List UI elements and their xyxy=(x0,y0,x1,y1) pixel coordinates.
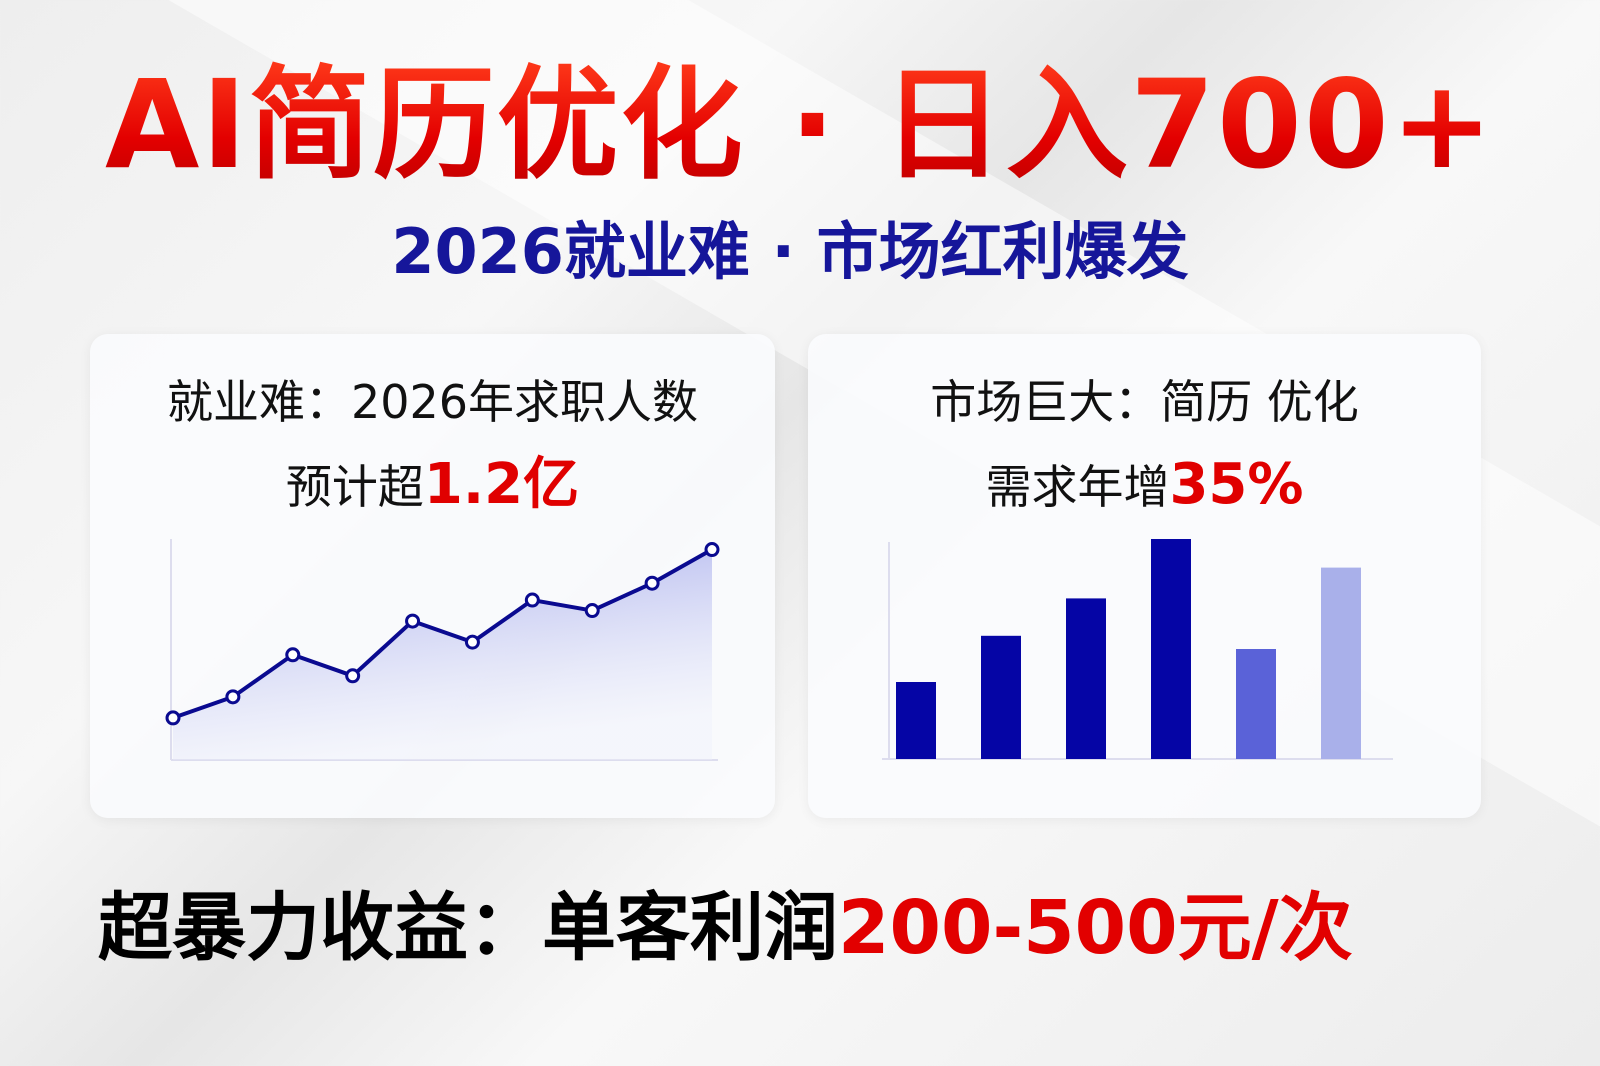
profit-value: 200-500元/次 xyxy=(838,885,1353,971)
data-point xyxy=(285,647,301,663)
data-point xyxy=(524,592,540,608)
profit-label: 超暴力收益：单客利润 xyxy=(98,885,838,971)
area-fill xyxy=(173,549,712,760)
market-demand-card: 市场巨大：简历 优化 需求年增35% xyxy=(808,334,1481,818)
card-line-1: 市场巨大：简历 优化 xyxy=(930,375,1359,429)
data-point xyxy=(225,689,241,705)
card-line-2-prefix: 需求年增 xyxy=(985,459,1170,514)
data-point xyxy=(704,542,720,558)
bar xyxy=(1066,598,1106,759)
bar xyxy=(896,682,936,759)
profit-banner: 超暴力收益：单客利润200-500元/次 xyxy=(98,868,1353,975)
card-line-2: 预计超1.2亿 xyxy=(90,440,775,530)
bar xyxy=(1151,539,1191,759)
highlight-value: 1.2亿 xyxy=(423,451,580,517)
page-title: AI简历优化 · 日入700+ xyxy=(0,58,1600,192)
page-subtitle: 2026就业难 · 市场红利爆发 xyxy=(391,215,1189,288)
data-point xyxy=(165,710,181,726)
highlight-value: 35% xyxy=(1169,451,1304,517)
data-point xyxy=(405,613,421,629)
job-market-card: 就业难：2026年求职人数 预计超1.2亿 xyxy=(90,334,775,818)
card-line-1: 就业难：2026年求职人数 xyxy=(166,375,699,429)
series-line xyxy=(172,547,713,720)
bar xyxy=(1321,567,1361,759)
data-point xyxy=(345,668,361,684)
data-point xyxy=(584,603,600,619)
bar xyxy=(981,635,1021,759)
line-chart xyxy=(165,539,720,761)
bar xyxy=(1236,649,1276,759)
card-line-2-prefix: 预计超 xyxy=(285,459,424,514)
card-line-2: 需求年增35% xyxy=(808,440,1481,530)
data-point xyxy=(644,575,660,591)
data-point xyxy=(464,634,480,650)
bar-chart xyxy=(882,539,1393,760)
